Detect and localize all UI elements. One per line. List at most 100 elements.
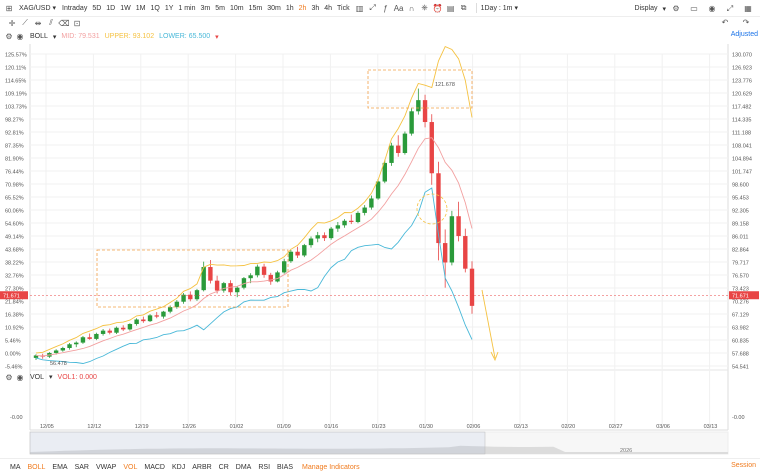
timeframe-1-min[interactable]: 1 min: [178, 4, 196, 12]
trend-line-icon[interactable]: ⟋: [22, 18, 28, 27]
expand-icon[interactable]: ⤢: [726, 3, 734, 13]
indicator-name[interactable]: BOLL: [30, 33, 48, 40]
eye-icon[interactable]: ◉: [16, 372, 24, 382]
candle: [80, 336, 86, 344]
candle-body: [302, 245, 307, 256]
timeframe-10m[interactable]: 10m: [229, 4, 244, 12]
vol-axis-label: -0.00: [10, 415, 23, 421]
symbol-selector[interactable]: ⊞ XAG/USD ▾: [4, 3, 56, 13]
indicator-dma[interactable]: DMA: [235, 464, 252, 471]
indicator-cr[interactable]: CR: [218, 464, 229, 471]
template-icon[interactable]: ▦: [744, 4, 752, 13]
left-axis-label: -5.46%: [5, 365, 23, 371]
timeframe-30m[interactable]: 30m: [267, 4, 281, 12]
candle-body: [409, 111, 414, 134]
candle: [67, 343, 72, 350]
alert-icon[interactable]: ⏰: [432, 3, 443, 13]
indicator-vol[interactable]: VOL: [123, 464, 138, 471]
candle: [429, 114, 434, 185]
left-axis-label: 43.68%: [5, 248, 24, 254]
indicator-bias[interactable]: BIAS: [277, 464, 293, 471]
indicator-macd[interactable]: MACD: [144, 464, 165, 471]
left-axis-label: 120.11%: [5, 66, 26, 72]
layout-icon[interactable]: ▭: [690, 4, 698, 13]
timeframe-1d[interactable]: 1D: [106, 4, 116, 12]
timeframe-5d[interactable]: 5D: [92, 4, 102, 12]
text-icon[interactable]: Aa: [393, 3, 404, 13]
channel-icon[interactable]: ⫽: [49, 18, 53, 27]
candle-body: [355, 212, 361, 223]
candle-body: [147, 315, 153, 322]
boll-upper-line: [35, 46, 473, 354]
lock-icon[interactable]: ⊡: [73, 18, 81, 28]
timeframe-1w[interactable]: 1W: [120, 4, 131, 12]
horizontal-line-icon[interactable]: ⇹: [34, 18, 42, 28]
timeframe-intraday[interactable]: Intraday: [62, 4, 88, 12]
consolidation-box: [96, 249, 289, 308]
timeframe-tick[interactable]: Tick: [337, 4, 350, 12]
adjusted-toggle[interactable]: Adjusted: [730, 31, 758, 38]
candle: [87, 333, 92, 340]
projection-arrow-line: [481, 289, 496, 359]
candle: [402, 131, 408, 155]
display-button[interactable]: Display: [634, 5, 658, 12]
right-axis-label: 108.041: [732, 144, 752, 150]
timeframe-4h[interactable]: 4h: [324, 4, 333, 12]
candle-body: [449, 216, 455, 263]
indicator-arbr[interactable]: ARBR: [192, 464, 212, 471]
left-axis-label: 60.06%: [5, 209, 24, 215]
candle: [33, 354, 39, 360]
sync-icon[interactable]: ⎈: [421, 3, 428, 12]
candle-body: [248, 275, 253, 279]
fullscreen-icon[interactable]: ⧉: [460, 3, 467, 12]
indicator-vwap[interactable]: VWAP: [95, 464, 117, 471]
left-axis-label: 103.73%: [5, 105, 27, 111]
compare-icon[interactable]: ⤢: [369, 3, 376, 12]
indicator-kdj[interactable]: KDJ: [171, 464, 186, 471]
mid-label: MID:: [61, 33, 77, 40]
camera-icon[interactable]: ◉: [708, 4, 716, 13]
symbol-label: XAG/USD: [19, 4, 51, 12]
candle-type-icon[interactable]: ▥: [355, 3, 364, 13]
interval-selector[interactable]: 1Day : 1m: [480, 4, 513, 12]
candle-body: [214, 280, 220, 291]
session-button[interactable]: Session: [731, 462, 756, 469]
indicator-ema[interactable]: EMA: [52, 464, 68, 471]
left-axis-label: 16.38%: [5, 313, 24, 319]
timeframe-1m[interactable]: 1M: [135, 4, 146, 12]
eye-icon[interactable]: ◉: [16, 32, 24, 41]
indicator-boll[interactable]: BOLL: [27, 464, 46, 471]
candle-body: [121, 327, 126, 330]
timeframe-15m[interactable]: 15m: [248, 4, 263, 12]
crosshair-icon[interactable]: ✛: [8, 18, 16, 28]
undo-icon[interactable]: ↶: [721, 17, 729, 27]
indicator-icon[interactable]: ƒ: [383, 3, 388, 13]
settings-icon[interactable]: ⚙: [672, 4, 680, 13]
left-axis-label: 65.52%: [5, 196, 24, 202]
manage-indicators-button[interactable]: Manage Indicators: [301, 464, 360, 471]
indicator-ma[interactable]: MA: [10, 464, 21, 471]
indicator-rsi[interactable]: RSI: [258, 464, 271, 471]
timeframe-1y[interactable]: 1Y: [164, 4, 174, 12]
candle-body: [181, 294, 186, 302]
indicator-sar[interactable]: SAR: [74, 464, 89, 471]
timeframe-1q[interactable]: 1Q: [150, 4, 160, 12]
candle: [74, 341, 79, 348]
magnet-icon[interactable]: ∩: [408, 3, 415, 13]
right-axis-label: 101.747: [732, 170, 752, 176]
timeframe-3m[interactable]: 3m: [200, 4, 211, 12]
timeframe-5m[interactable]: 5m: [215, 4, 225, 12]
right-axis-label: 79.717: [732, 261, 749, 267]
timeframe-2h[interactable]: 2h: [298, 4, 307, 12]
timeframe-1h[interactable]: 1h: [285, 4, 294, 12]
x-axis-label: 02/27: [609, 424, 623, 430]
x-axis-label: 01/30: [419, 424, 433, 430]
settings-icon[interactable]: ⚙: [5, 372, 13, 382]
timeframe-3h[interactable]: 3h: [311, 4, 320, 12]
vol-name[interactable]: VOL: [30, 373, 45, 381]
table-icon[interactable]: ▤: [446, 3, 455, 13]
eraser-icon[interactable]: ⌫: [58, 18, 70, 28]
redo-icon[interactable]: ↷: [742, 17, 750, 27]
settings-icon[interactable]: ⚙: [5, 32, 13, 41]
